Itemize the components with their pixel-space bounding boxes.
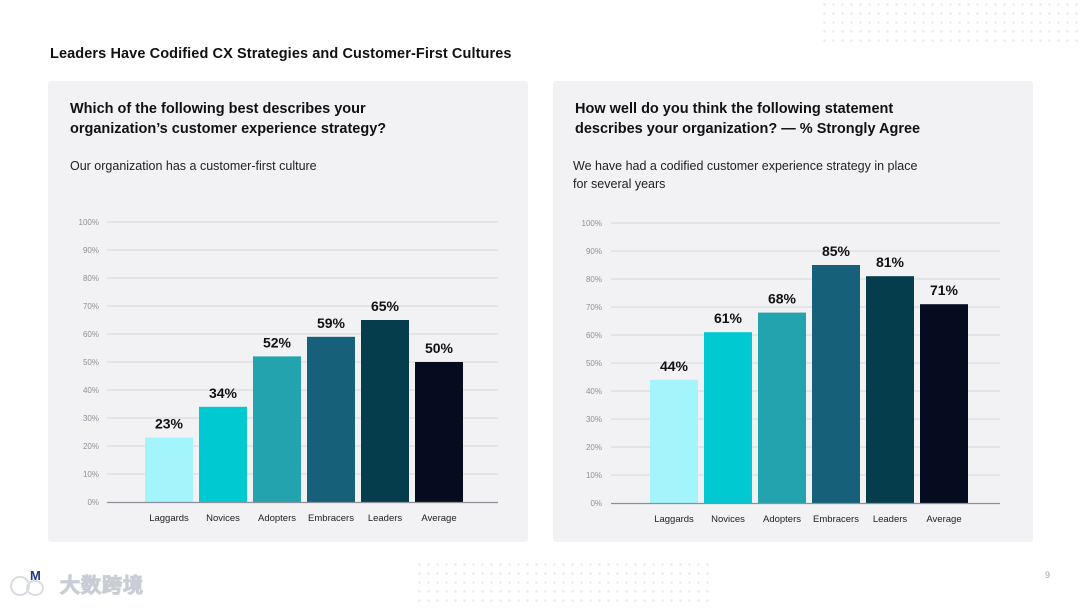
bar-adopters xyxy=(253,356,301,502)
chart-question: How well do you think the following stat… xyxy=(575,101,921,137)
x-category-label: Adopters xyxy=(258,513,296,524)
y-tick-label: 100% xyxy=(582,219,602,228)
x-category-label: Embracers xyxy=(813,514,859,525)
y-tick-label: 10% xyxy=(586,471,602,480)
chart-question: Which of the following best describes yo… xyxy=(70,101,387,137)
y-tick-label: 10% xyxy=(83,470,99,479)
y-tick-label: 80% xyxy=(83,274,99,283)
y-tick-label: 30% xyxy=(83,414,99,423)
data-label: 65% xyxy=(371,298,400,314)
y-tick-label: 30% xyxy=(586,415,602,424)
page-title: Leaders Have Codified CX Strategies and … xyxy=(50,46,512,62)
x-category-label: Average xyxy=(421,513,456,524)
page-number: 9 xyxy=(1045,570,1051,580)
bar-leaders xyxy=(866,276,914,503)
y-tick-label: 60% xyxy=(586,331,602,340)
bar-embracers xyxy=(307,336,355,502)
chart-panel-left: Which of the following best describes yo… xyxy=(48,81,528,542)
data-label: 34% xyxy=(209,385,238,401)
bar-novices xyxy=(704,332,752,503)
chart-subtitle: We have had a codified customer experien… xyxy=(573,159,918,191)
bar-leaders xyxy=(361,320,409,502)
y-tick-label: 90% xyxy=(83,246,99,255)
data-label: 85% xyxy=(822,243,851,259)
y-tick-label: 70% xyxy=(83,302,99,311)
x-category-label: Adopters xyxy=(763,514,801,525)
x-category-label: Novices xyxy=(206,513,240,524)
data-label: 23% xyxy=(155,416,184,432)
data-label: 71% xyxy=(930,282,959,298)
y-tick-label: 0% xyxy=(590,499,602,508)
bar-average xyxy=(920,304,968,503)
bar-laggards xyxy=(145,437,193,502)
data-label: 50% xyxy=(425,340,454,356)
y-tick-label: 40% xyxy=(586,387,602,396)
chart-panel-right: How well do you think the following stat… xyxy=(553,81,1033,542)
bar-laggards xyxy=(650,379,698,503)
y-tick-label: 50% xyxy=(83,358,99,367)
bar-chart-customer-first-culture: 0% 10% 20% 30% 40% 50% 60% 70% 80% 90% 100% 23% Lagg… xyxy=(79,218,498,524)
data-label: 59% xyxy=(317,315,346,331)
decorative-dot-pattern xyxy=(820,0,1080,45)
y-tick-label: 70% xyxy=(586,303,602,312)
logo-icon: M xyxy=(10,568,54,598)
y-tick-label: 90% xyxy=(586,247,602,256)
data-label: 44% xyxy=(660,358,689,374)
x-category-label: Leaders xyxy=(368,513,403,524)
data-label: 81% xyxy=(876,254,905,270)
data-label: 61% xyxy=(714,310,743,326)
x-category-label: Leaders xyxy=(873,514,908,525)
bar-embracers xyxy=(812,265,860,503)
x-category-label: Novices xyxy=(711,514,745,525)
watermark-text: 大数跨境 xyxy=(60,574,144,597)
y-tick-label: 20% xyxy=(83,442,99,451)
y-tick-label: 40% xyxy=(83,386,99,395)
y-tick-label: 80% xyxy=(586,275,602,284)
y-tick-label: 50% xyxy=(586,359,602,368)
watermark-logo: M 大数跨境 xyxy=(10,568,144,598)
bar-chart-codified-cx-strategy: 0% 10% 20% 30% 40% 50% 60% 70% 80% 90% 100% 44% Lagg… xyxy=(582,219,1000,525)
y-tick-label: 100% xyxy=(79,218,99,227)
x-category-label: Laggards xyxy=(654,514,694,525)
data-label: 68% xyxy=(768,291,797,307)
bar-average xyxy=(415,362,463,502)
x-category-label: Laggards xyxy=(149,513,189,524)
decorative-dot-pattern xyxy=(415,560,715,608)
x-category-label: Average xyxy=(926,514,961,525)
y-tick-label: 20% xyxy=(586,443,602,452)
bar-adopters xyxy=(758,312,806,503)
y-tick-label: 0% xyxy=(87,498,99,507)
x-category-label: Embracers xyxy=(308,513,354,524)
chart-subtitle: Our organization has a customer-first cu… xyxy=(70,159,317,173)
bar-novices xyxy=(199,406,247,502)
y-tick-label: 60% xyxy=(83,330,99,339)
data-label: 52% xyxy=(263,334,292,350)
